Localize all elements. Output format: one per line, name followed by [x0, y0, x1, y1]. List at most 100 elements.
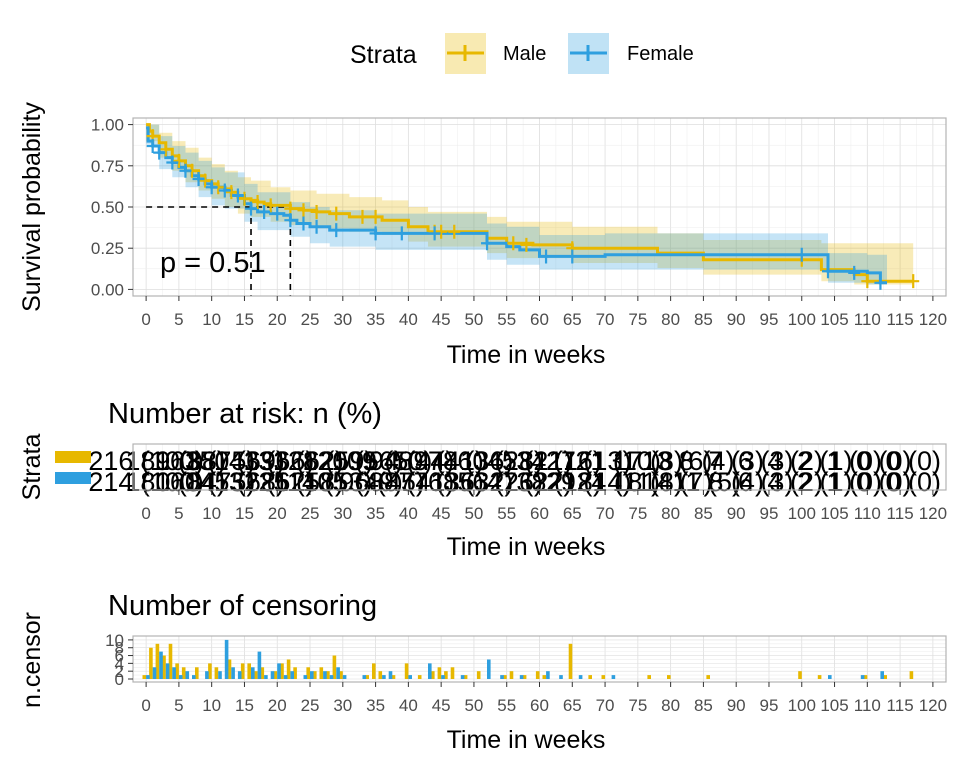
censor-mark-female: [192, 171, 205, 186]
risk-value-male: 34 (16): [516, 446, 602, 476]
x-tick-label: 55: [497, 696, 516, 715]
confidence-bands: [146, 124, 914, 285]
censor-mark-female: [874, 275, 887, 290]
censor-bar-male: [181, 667, 186, 679]
censor-mark-female: [153, 145, 166, 160]
risk-value-female: 88 (41): [369, 467, 455, 497]
x-tick-label: 30: [333, 696, 352, 715]
risk-value-female: 114 (53): [274, 467, 373, 497]
risk-value-male: 143 (66): [214, 446, 315, 476]
censor-mark-female: [428, 226, 441, 241]
x-tick-label: 55: [497, 504, 516, 523]
confidence-band-female: [146, 124, 888, 285]
x-tick-label: 90: [727, 504, 746, 523]
x-tick-label: 5: [174, 696, 183, 715]
x-tick-label: 30: [333, 504, 352, 523]
y-tick-label: 0.50: [91, 198, 124, 217]
x-tick-label: 50: [464, 504, 483, 523]
risk-value-female: 125 (58): [243, 467, 344, 497]
risk-table-title: Number at risk: n (%): [108, 398, 382, 430]
censoring-y-axis-title: n.censor: [18, 612, 46, 708]
risk-value-male: 7 (3): [708, 446, 764, 476]
censor-mark-female: [231, 188, 244, 203]
censor-mark-male: [297, 203, 310, 218]
censor-bar-female: [178, 675, 183, 679]
x-tick-label: 35: [366, 696, 385, 715]
risk-value-female: 14 (7): [642, 467, 713, 497]
censor-bar-male: [437, 667, 442, 679]
censor-bar-female: [336, 667, 340, 679]
risk-value-female: 11 (5): [672, 467, 741, 497]
legend-label-male: Male: [503, 43, 546, 65]
x-tick-label: 105: [820, 310, 848, 329]
censor-bar-female: [441, 675, 445, 679]
x-tick-label: 40: [399, 696, 418, 715]
censor-mark-male: [330, 206, 343, 221]
x-tick-label: 120: [919, 696, 947, 715]
censor-mark-male: [199, 173, 212, 188]
risk-value-female: 38 (18): [516, 467, 602, 497]
risk-value-male: 45 (21): [487, 446, 573, 476]
censor-bar-male: [404, 663, 409, 679]
censor-marks: [146, 129, 920, 290]
censor-mark-female: [848, 265, 861, 280]
censor-mark-female: [218, 183, 231, 198]
censor-bar-female: [342, 675, 347, 679]
risk-value-female: 4 (2): [767, 467, 823, 497]
risk-value-female: 105 (49): [302, 467, 403, 497]
y-tick-label: 10: [105, 631, 124, 650]
censor-bar-male: [817, 675, 822, 679]
censor-bar-female: [303, 675, 308, 679]
censor-bar-female: [224, 639, 229, 679]
censor-bar-male: [332, 655, 337, 679]
risk-value-male: 109 (50): [332, 446, 433, 476]
x-tick-label: 10: [202, 504, 221, 523]
censor-mark-female: [146, 139, 159, 154]
censor-bar-female: [578, 675, 583, 679]
censor-bar-female: [192, 675, 196, 679]
risk-value-male: 17 (8): [612, 446, 683, 476]
censor-bar-male: [280, 663, 284, 679]
censor-bar-male: [391, 675, 396, 679]
risk-value-male: 4 (2): [767, 446, 823, 476]
censor-bar-male: [798, 671, 802, 679]
censor-bar-female: [487, 659, 491, 679]
censor-bar-female: [152, 667, 157, 679]
censor-bar-female: [500, 675, 504, 679]
censor-bar-female: [257, 651, 262, 679]
x-tick-label: 60: [530, 504, 549, 523]
censor-mark-female: [481, 236, 494, 251]
censor-bar-female: [231, 667, 235, 679]
censor-mark-male: [435, 224, 448, 239]
censor-mark-female: [540, 249, 553, 264]
survival-x-ticks: 0 5 10 15 20 25 30 35 40 45 50 55 60 65 70 75 80 85 90 95 10…: [141, 296, 947, 329]
y-tick-label: 8: [115, 639, 124, 658]
censor-bar-female: [408, 675, 412, 679]
censor-bar-male: [227, 659, 232, 679]
censor-mark-female: [205, 180, 218, 195]
x-tick-label: 95: [760, 504, 779, 523]
x-tick-label: 85: [694, 310, 713, 329]
censor-bar-male: [142, 675, 147, 679]
censor-mark-male: [861, 274, 874, 289]
censor-bar-female: [323, 671, 327, 679]
censor-mark-male: [448, 224, 461, 239]
x-tick-label: 30: [333, 310, 352, 329]
censor-bar-male: [155, 643, 160, 679]
censor-bar-male: [522, 675, 527, 679]
risk-value-male: 1 (0): [826, 446, 882, 476]
censor-bar-male: [247, 663, 251, 679]
censor-mark-male: [172, 153, 185, 168]
censor-bar-female: [159, 651, 163, 679]
risk-value-male: 60 (28): [457, 446, 543, 476]
censor-mark-male: [369, 209, 382, 224]
legend-label-female: Female: [627, 43, 694, 65]
y-tick-label: 2: [115, 662, 124, 681]
censor-bar-male: [601, 675, 606, 679]
x-tick-label: 110: [854, 310, 881, 329]
x-tick-label: 35: [366, 310, 385, 329]
x-tick-label: 60: [530, 310, 549, 329]
risk-table-x-ticks: 0 5 10 15 20 25 30 35 40 45 50 55 60 65 70 75 80 85 90 95 10…: [141, 490, 947, 523]
censor-mark-female: [310, 219, 323, 234]
